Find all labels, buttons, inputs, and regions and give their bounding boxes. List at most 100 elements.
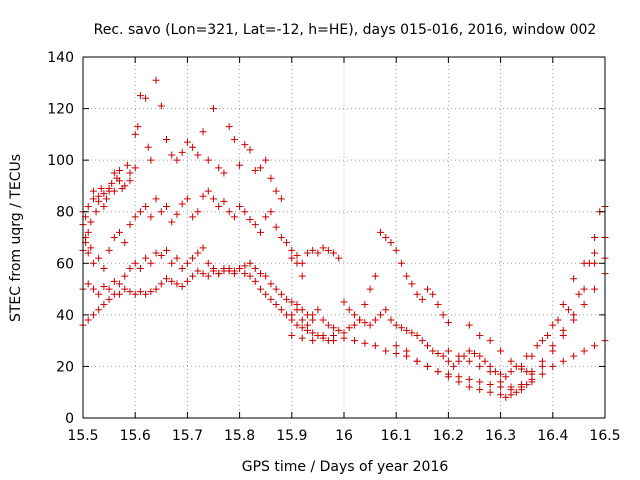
data-point bbox=[434, 350, 442, 358]
data-point bbox=[528, 368, 536, 376]
x-tick-label: 15.5 bbox=[67, 428, 98, 444]
data-point bbox=[267, 174, 275, 182]
data-point bbox=[267, 295, 275, 303]
data-point bbox=[241, 262, 249, 270]
data-point bbox=[194, 267, 202, 275]
data-point bbox=[144, 143, 152, 151]
data-point bbox=[476, 362, 484, 370]
data-point bbox=[123, 161, 131, 169]
data-point bbox=[288, 311, 296, 319]
data-point bbox=[136, 92, 144, 100]
data-point bbox=[178, 148, 186, 156]
data-point bbox=[225, 208, 233, 216]
data-point bbox=[178, 264, 186, 272]
data-point bbox=[387, 316, 395, 324]
x-tick-label: 16.5 bbox=[589, 428, 620, 444]
data-point bbox=[538, 357, 546, 365]
data-point bbox=[121, 239, 129, 247]
data-point bbox=[413, 331, 421, 339]
data-point bbox=[429, 347, 437, 355]
data-point bbox=[204, 259, 212, 267]
data-point bbox=[559, 326, 567, 334]
data-point bbox=[277, 195, 285, 203]
data-point bbox=[142, 94, 150, 102]
data-point bbox=[267, 280, 275, 288]
data-point bbox=[189, 213, 197, 221]
data-point bbox=[173, 210, 181, 218]
data-point bbox=[392, 246, 400, 254]
data-point bbox=[444, 357, 452, 365]
data-point bbox=[241, 141, 249, 149]
data-point bbox=[87, 218, 95, 226]
data-point bbox=[215, 203, 223, 211]
data-point bbox=[142, 254, 150, 262]
data-point bbox=[507, 391, 515, 399]
data-point bbox=[418, 295, 426, 303]
data-point bbox=[382, 347, 390, 355]
data-point bbox=[152, 76, 160, 84]
data-point bbox=[465, 347, 473, 355]
data-point bbox=[314, 306, 322, 314]
data-point bbox=[538, 370, 546, 378]
data-point bbox=[591, 234, 599, 241]
data-point bbox=[251, 277, 259, 285]
data-point bbox=[528, 375, 536, 383]
data-point bbox=[272, 187, 280, 195]
data-point bbox=[429, 290, 437, 298]
data-point bbox=[121, 285, 129, 293]
data-point bbox=[189, 254, 197, 262]
data-point bbox=[84, 228, 92, 236]
data-point bbox=[507, 357, 515, 365]
data-point bbox=[298, 334, 306, 342]
data-point bbox=[126, 169, 134, 177]
y-tick-label: 60 bbox=[56, 256, 74, 272]
data-point bbox=[110, 277, 118, 285]
data-point bbox=[194, 151, 202, 159]
x-axis-title: GPS time / Days of year 2016 bbox=[242, 459, 449, 475]
data-point bbox=[246, 215, 254, 223]
data-point bbox=[591, 285, 599, 293]
data-point bbox=[303, 249, 311, 257]
data-point bbox=[272, 301, 280, 309]
data-point bbox=[157, 252, 165, 260]
data-point bbox=[116, 177, 124, 185]
data-point bbox=[424, 285, 432, 293]
data-point bbox=[241, 270, 249, 278]
data-point bbox=[183, 259, 191, 267]
data-point bbox=[256, 164, 264, 172]
data-point bbox=[100, 282, 108, 290]
data-point bbox=[476, 386, 484, 394]
data-point bbox=[251, 221, 259, 229]
data-point bbox=[108, 179, 116, 187]
data-point bbox=[497, 391, 505, 399]
data-point bbox=[559, 357, 567, 365]
plot-grid bbox=[83, 57, 605, 418]
data-point bbox=[397, 259, 405, 267]
data-point bbox=[262, 290, 270, 298]
data-point bbox=[366, 321, 374, 329]
data-point bbox=[199, 128, 207, 136]
data-point bbox=[178, 200, 186, 208]
data-point bbox=[110, 169, 118, 177]
data-point bbox=[173, 156, 181, 164]
data-point bbox=[382, 234, 390, 241]
data-point bbox=[215, 270, 223, 278]
data-point bbox=[236, 264, 244, 272]
x-tick-label: 15.6 bbox=[120, 428, 151, 444]
data-point bbox=[298, 316, 306, 324]
data-point bbox=[246, 272, 254, 280]
data-point bbox=[147, 156, 155, 164]
data-point bbox=[225, 267, 233, 275]
data-point bbox=[136, 288, 144, 296]
data-point bbox=[298, 259, 306, 267]
data-point bbox=[131, 164, 139, 172]
data-point bbox=[298, 324, 306, 332]
data-point bbox=[366, 285, 374, 293]
data-point bbox=[236, 203, 244, 211]
data-point bbox=[147, 259, 155, 267]
data-point bbox=[142, 203, 150, 211]
data-point bbox=[371, 316, 379, 324]
data-point bbox=[277, 234, 285, 241]
data-point bbox=[387, 239, 395, 247]
data-point bbox=[486, 380, 494, 388]
